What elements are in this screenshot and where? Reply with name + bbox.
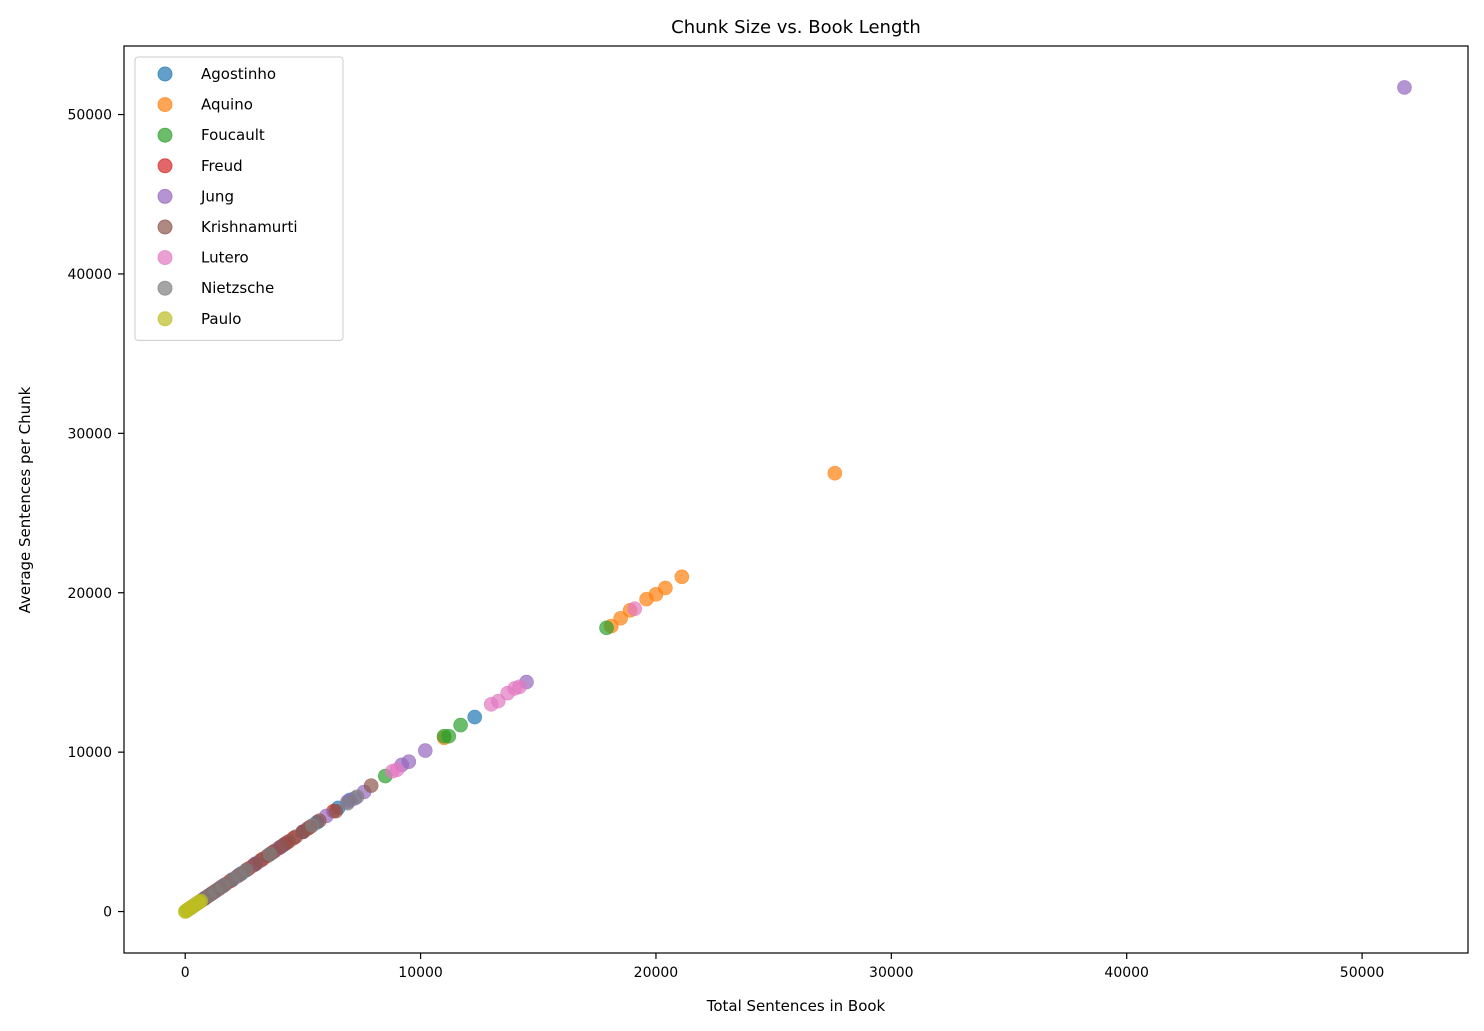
- legend-item: Jung: [157, 187, 234, 205]
- data-point: [467, 709, 483, 725]
- data-point: [193, 893, 209, 909]
- data-points: [177, 80, 1412, 919]
- chart-title: Chunk Size vs. Book Length: [671, 17, 921, 38]
- x-tick-label: 0: [181, 965, 190, 981]
- data-point: [674, 569, 690, 585]
- x-tick-label: 20000: [634, 965, 679, 981]
- data-point: [827, 465, 843, 481]
- legend-label: Foucault: [201, 126, 265, 144]
- y-axis-label: Average Sentences per Chunk: [16, 386, 34, 613]
- series-aquino: [436, 465, 843, 746]
- data-point: [613, 610, 628, 626]
- series-nietzsche: [184, 789, 365, 915]
- data-point: [490, 693, 506, 709]
- data-point: [512, 679, 527, 695]
- legend-marker: [157, 219, 173, 235]
- y-tick-label: 10000: [67, 745, 112, 761]
- legend-item: Lutero: [157, 249, 249, 267]
- data-point: [304, 818, 320, 833]
- legend-label: Lutero: [201, 249, 249, 267]
- legend-item: Aquino: [157, 96, 253, 114]
- data-point: [389, 762, 405, 777]
- legend-label: Aquino: [201, 96, 253, 114]
- legend-label: Krishnamurti: [201, 218, 298, 236]
- legend-marker: [157, 188, 173, 204]
- data-point: [262, 846, 278, 862]
- legend-box: [134, 56, 344, 341]
- data-point: [417, 743, 433, 758]
- plot-frame: [123, 45, 1469, 954]
- legend-label: Freud: [201, 157, 243, 175]
- x-tick-label: 30000: [869, 965, 914, 981]
- y-tick-label: 30000: [67, 426, 112, 442]
- data-point: [599, 620, 614, 636]
- legend-label: Jung: [200, 187, 234, 205]
- x-axis-label: Total Sentences in Book: [706, 997, 886, 1015]
- data-point: [401, 754, 417, 770]
- y-tick-label: 40000: [67, 267, 112, 283]
- legend-item: Agostinho: [157, 65, 276, 83]
- data-point: [328, 803, 344, 819]
- legend-label: Paulo: [201, 310, 241, 328]
- y-tick-label: 20000: [67, 586, 112, 602]
- x-tick-label: 50000: [1340, 965, 1385, 981]
- legend-marker: [157, 311, 173, 327]
- legend-marker: [157, 250, 173, 266]
- legend-item: Freud: [157, 157, 243, 175]
- x-axis: 0 10000 20000 30000 40000 50000: [181, 953, 1385, 981]
- data-point: [658, 580, 673, 596]
- data-point: [363, 778, 379, 793]
- y-axis: 0 10000 20000 30000 40000 50000: [67, 108, 124, 921]
- legend-marker: [157, 127, 173, 143]
- legend-label: Agostinho: [201, 65, 276, 83]
- legend-item: Krishnamurti: [157, 218, 298, 236]
- legend-marker: [157, 66, 173, 82]
- data-point: [1397, 80, 1412, 95]
- series-lutero: [385, 601, 643, 779]
- data-point: [349, 789, 365, 805]
- legend-marker: [157, 158, 173, 174]
- legend-item: Paulo: [157, 310, 241, 328]
- y-tick-label: 50000: [67, 108, 112, 124]
- legend-marker: [157, 280, 173, 296]
- legend: Agostinho Aquino Foucault Freud Jung Krishnam…: [134, 56, 344, 341]
- x-tick-label: 10000: [398, 965, 443, 981]
- series-paulo: [177, 893, 209, 919]
- data-point: [239, 862, 254, 878]
- legend-item: Nietzsche: [157, 279, 274, 297]
- legend-marker: [157, 97, 173, 113]
- legend-label: Nietzsche: [201, 279, 274, 297]
- legend-item: Foucault: [157, 126, 265, 144]
- data-point: [627, 601, 643, 616]
- y-tick-label: 0: [103, 905, 112, 921]
- data-point: [453, 717, 468, 733]
- x-tick-label: 40000: [1104, 965, 1149, 981]
- data-point: [441, 728, 457, 744]
